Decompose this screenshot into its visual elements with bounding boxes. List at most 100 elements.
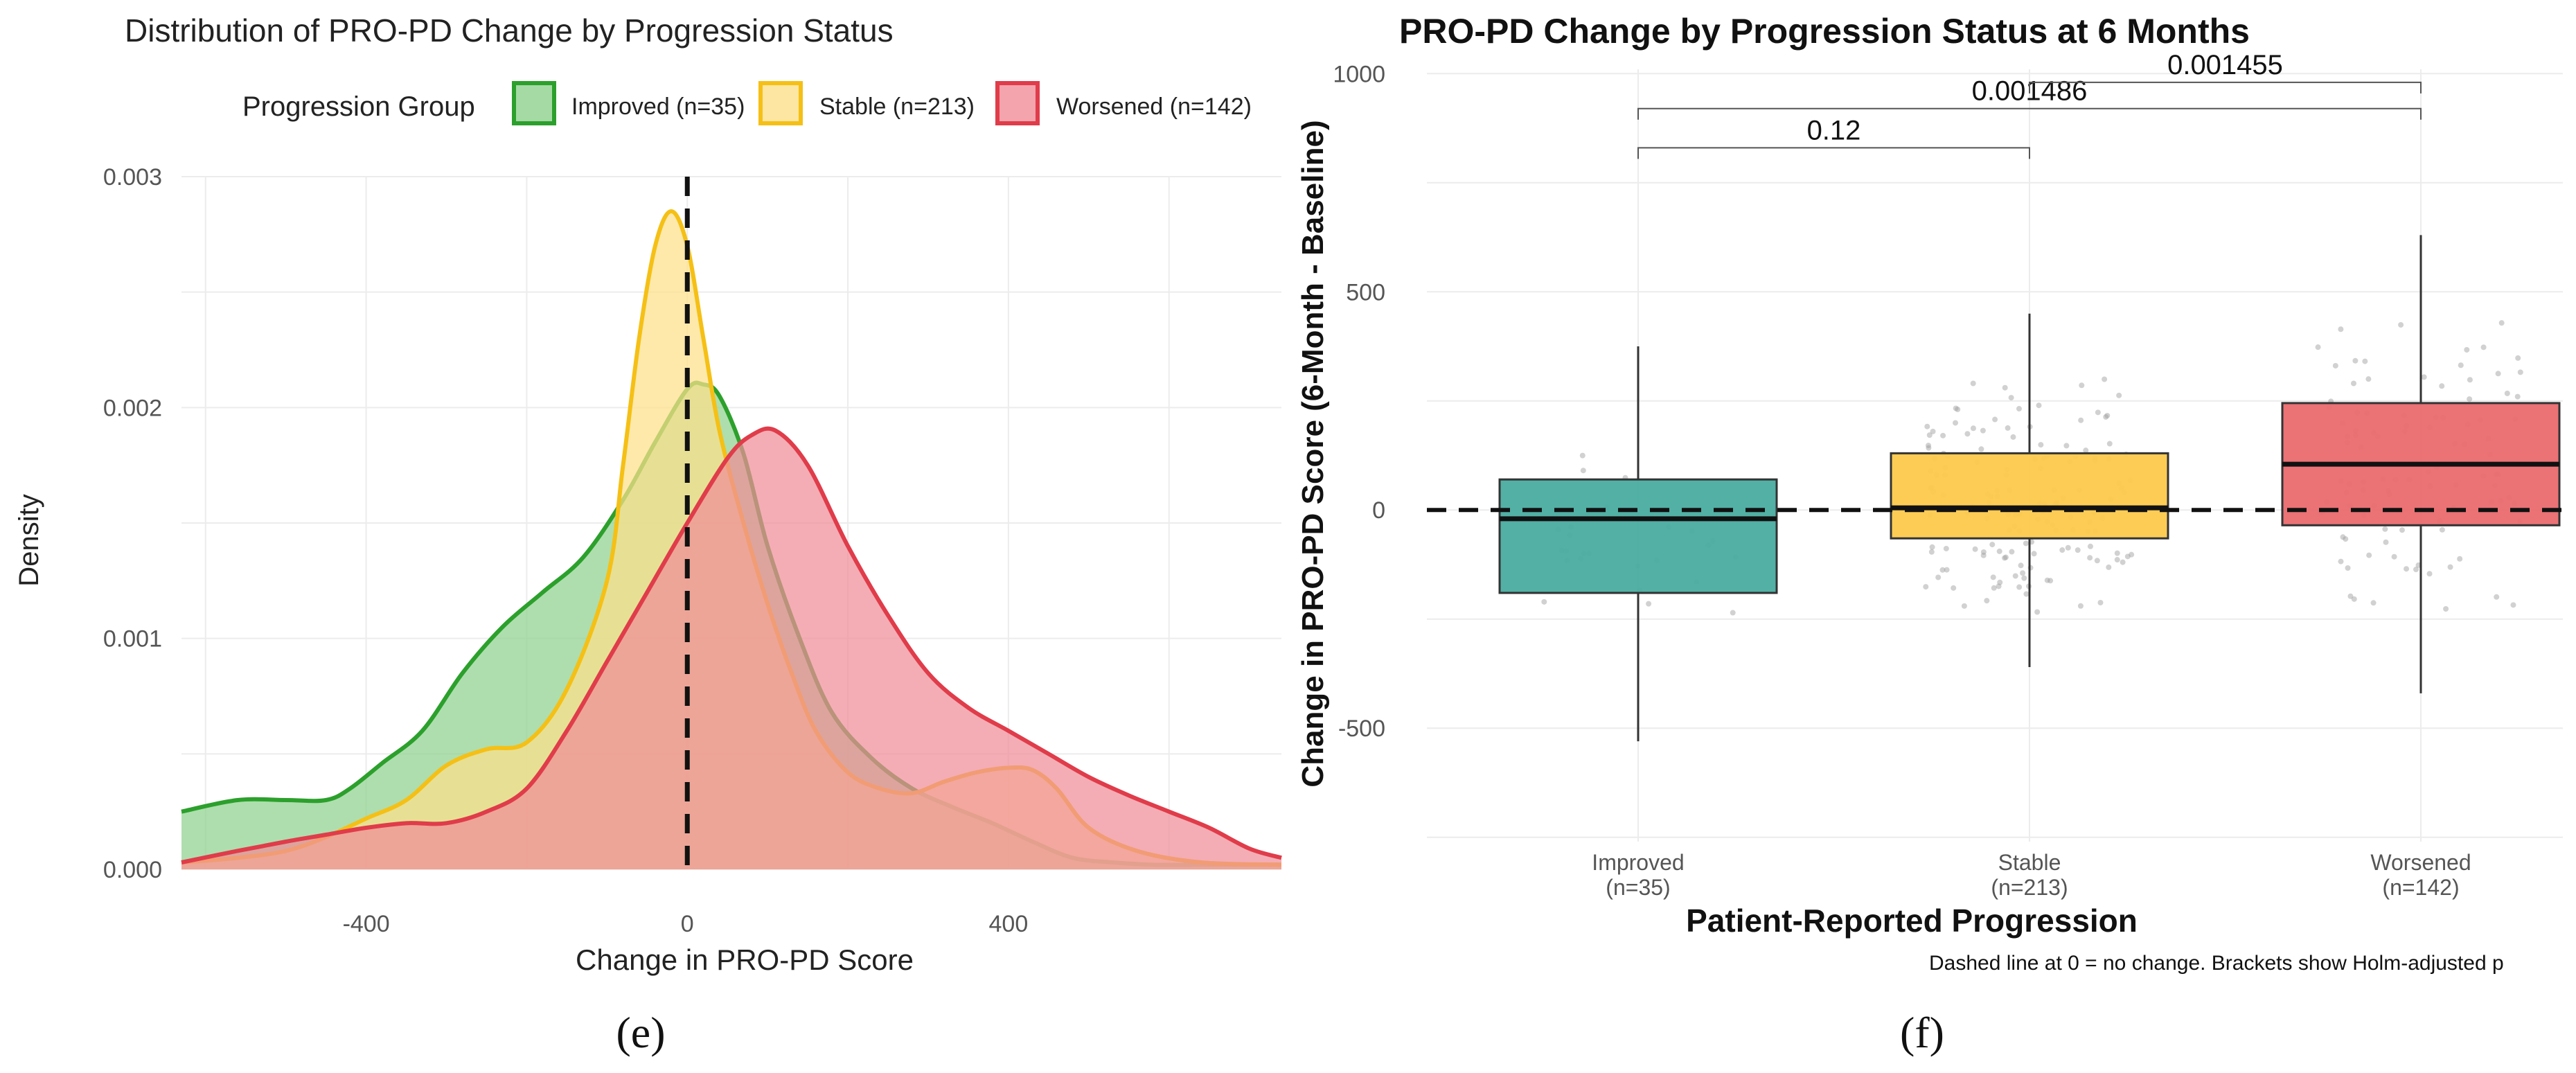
- data-point: [2005, 425, 2011, 431]
- x-tick-label: Improved: [1592, 850, 1684, 875]
- data-point: [2383, 539, 2389, 545]
- chart-title: Distribution of PRO-PD Change by Progres…: [125, 12, 894, 48]
- data-point: [2075, 547, 2081, 553]
- legend-swatch-worsened: [995, 81, 1040, 125]
- data-point: [2494, 594, 2500, 600]
- data-point: [2404, 566, 2410, 572]
- data-point: [2114, 557, 2120, 563]
- data-point: [1940, 432, 1946, 438]
- data-point: [2332, 362, 2338, 369]
- data-point: [1943, 545, 1949, 551]
- data-point: [1730, 610, 1736, 616]
- significance-bracket: [1637, 147, 2030, 159]
- chart-title: PRO-PD Change by Progression Status at 6…: [1399, 12, 2250, 51]
- data-point: [1951, 585, 1957, 591]
- data-point: [2087, 543, 2093, 549]
- data-point: [1980, 552, 1987, 558]
- grid: [1427, 69, 2563, 842]
- data-point: [2078, 417, 2084, 423]
- data-point: [2012, 573, 2018, 579]
- data-point: [2351, 380, 2357, 387]
- density-line-worsened: [181, 426, 1282, 864]
- data-point: [2104, 412, 2111, 418]
- data-point: [1929, 544, 1935, 550]
- panel-caption-e: (e): [616, 1008, 665, 1057]
- chart-caption: Dashed line at 0 = no change. Brackets s…: [1929, 952, 2504, 975]
- data-point: [2458, 362, 2464, 369]
- data-point: [1944, 567, 1950, 573]
- data-point: [2365, 376, 2372, 382]
- data-point: [2421, 374, 2427, 380]
- data-point: [2016, 584, 2023, 590]
- data-point: [1964, 431, 1971, 437]
- density-areas: [181, 177, 1282, 869]
- data-point: [2106, 441, 2113, 447]
- data-point: [2095, 409, 2101, 416]
- data-point: [2352, 357, 2359, 364]
- data-point: [1953, 405, 1959, 411]
- data-point: [2439, 383, 2445, 389]
- data-point: [2382, 526, 2388, 532]
- legend-title: Progression Group: [242, 91, 475, 122]
- data-point: [2016, 406, 2022, 412]
- data-point: [1926, 432, 1933, 438]
- data-point: [2467, 396, 2473, 402]
- y-tick-label: 0.000: [103, 857, 162, 883]
- data-point: [2340, 534, 2346, 540]
- data-point: [2464, 346, 2470, 353]
- y-axis-label: Density: [14, 494, 44, 586]
- data-point: [2366, 552, 2372, 558]
- data-point: [2077, 603, 2084, 609]
- data-point: [2002, 384, 2008, 391]
- data-point: [2362, 358, 2368, 364]
- axes: -400 0 400 0.000 0.001 0.002 0.003: [103, 164, 1028, 937]
- p-value-label: 0.001455: [2167, 50, 2283, 80]
- data-point: [2079, 382, 2085, 389]
- legend-label-improved: Improved (n=35): [571, 94, 745, 120]
- data-point: [1924, 423, 1930, 429]
- data-point: [1989, 542, 1996, 548]
- significance-bracket: [1637, 107, 2422, 120]
- x-tick-label: Worsened: [2370, 850, 2471, 875]
- x-axis-label: Change in PRO-PD Score: [576, 943, 914, 976]
- data-point: [2315, 344, 2321, 351]
- data-point: [2116, 392, 2122, 398]
- data-point: [2347, 593, 2354, 599]
- legend-label-stable: Stable (n=213): [819, 94, 975, 120]
- box-stable: [1890, 452, 2169, 540]
- data-point: [2467, 377, 2473, 383]
- x-tick-label: 0: [681, 911, 694, 937]
- data-point: [2063, 443, 2070, 449]
- data-point: [2343, 536, 2349, 542]
- boxes: [1427, 235, 2563, 742]
- data-point: [2120, 559, 2126, 565]
- data-point: [1980, 549, 1987, 555]
- y-tick-label: 0: [1372, 497, 1385, 524]
- legend: Progression Group Improved (n=35) Stable…: [242, 81, 1252, 125]
- data-point: [2370, 600, 2377, 606]
- data-point: [2018, 562, 2024, 569]
- data-point: [2351, 596, 2357, 602]
- data-point: [1953, 420, 1959, 426]
- data-point: [2102, 376, 2108, 382]
- data-point: [2008, 395, 2014, 401]
- data-point: [2480, 344, 2487, 351]
- data-point: [1970, 380, 1976, 387]
- data-point: [2065, 544, 2071, 551]
- y-axis-label: Change in PRO-PD Score (6-Month - Baseli…: [1296, 120, 1330, 787]
- data-point: [2048, 578, 2054, 584]
- x-tick-label: Stable: [1998, 850, 2061, 875]
- data-point: [2514, 393, 2521, 400]
- x-tick-label: -400: [343, 911, 390, 937]
- y-tick-label: 1000: [1333, 61, 1385, 87]
- data-point: [2447, 564, 2453, 570]
- x-tick-count: (n=142): [2382, 875, 2459, 900]
- significance-bracket: [2029, 81, 2422, 94]
- legend-swatch-improved: [512, 81, 556, 125]
- data-point: [2031, 551, 2037, 557]
- data-point: [1991, 585, 1997, 591]
- data-point: [2036, 402, 2042, 409]
- y-tick-label: -500: [1338, 716, 1385, 742]
